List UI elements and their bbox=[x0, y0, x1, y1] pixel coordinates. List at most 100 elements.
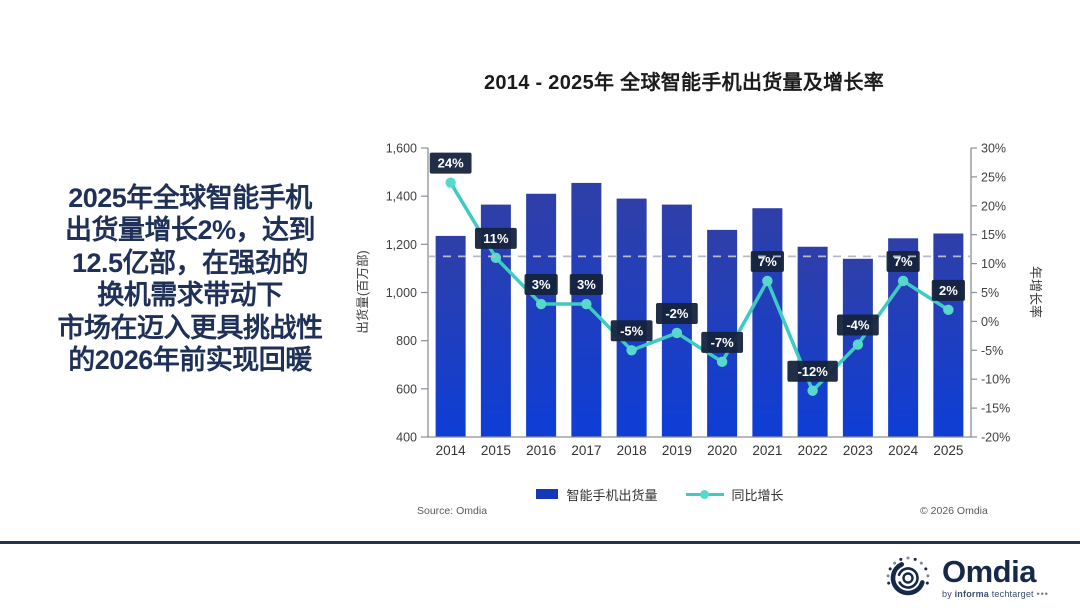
right-tick-label: 0% bbox=[981, 315, 999, 329]
x-tick-label-2014: 2014 bbox=[436, 443, 467, 458]
chart-title: 2014 - 2025年 全球智能手机出货量及增长率 bbox=[483, 72, 885, 94]
growth-label-2021: 7% bbox=[758, 254, 777, 269]
logo-dot bbox=[887, 581, 891, 585]
callout-line: 2025年全球智能手机 bbox=[68, 183, 312, 213]
x-tick-label-2024: 2024 bbox=[888, 443, 919, 458]
x-tick-label-2020: 2020 bbox=[707, 443, 737, 458]
tagline-informa: informa bbox=[954, 588, 990, 599]
omdia-wordmark: Omdia bbox=[942, 553, 1036, 589]
growth-point-2020 bbox=[716, 356, 728, 368]
growth-label-2017: 3% bbox=[577, 277, 596, 292]
growth-label-box-2022 bbox=[787, 360, 838, 382]
right-tick-label: 5% bbox=[981, 286, 999, 300]
logo-inner-ring bbox=[902, 572, 914, 584]
growth-label-2018: -5% bbox=[620, 323, 644, 338]
logo-dot bbox=[925, 581, 929, 585]
growth-label-2024: 7% bbox=[894, 254, 913, 269]
chart-legend: 智能手机出货量 同比增长 bbox=[380, 485, 940, 504]
callout-line: 出货量增长2%，达到 bbox=[64, 215, 316, 246]
growth-label-box-2023 bbox=[836, 314, 879, 336]
left-tick-label: 400 bbox=[396, 431, 417, 445]
right-tick-label: 20% bbox=[981, 199, 1006, 213]
x-tick-label-2025: 2025 bbox=[933, 443, 963, 458]
x-tick-label-2019: 2019 bbox=[662, 443, 692, 458]
x-tick-label-2018: 2018 bbox=[617, 443, 647, 458]
callout-line: 12.5亿部，在强劲的 bbox=[71, 247, 309, 278]
growth-label-2015: 11% bbox=[483, 231, 509, 246]
left-tick-label: 1,000 bbox=[386, 286, 417, 300]
right-tick-label: 10% bbox=[981, 257, 1006, 271]
logo-dot bbox=[924, 567, 928, 571]
right-tick-label: -15% bbox=[981, 402, 1010, 416]
bar-2014 bbox=[435, 235, 466, 437]
omdia-logo: Omdia by informa techtarget ••• bbox=[886, 551, 1049, 603]
logo-dot bbox=[899, 557, 903, 561]
growth-point-2024 bbox=[897, 275, 909, 287]
bar-2022 bbox=[797, 246, 828, 437]
line-swatch-marker bbox=[699, 489, 709, 499]
bar-2021 bbox=[752, 208, 783, 437]
omdia-tagline: by informa techtarget ••• bbox=[942, 589, 1049, 599]
x-tick-label-2022: 2022 bbox=[798, 443, 828, 458]
growth-point-2021 bbox=[762, 275, 773, 287]
growth-point-2019 bbox=[671, 327, 683, 339]
footer-divider bbox=[0, 541, 1080, 544]
right-tick-label: -10% bbox=[981, 373, 1010, 387]
growth-label-box-2018 bbox=[610, 320, 653, 342]
bar-2025 bbox=[933, 233, 964, 437]
chart-layers: 400 600 800 1,000 1,200 1,400 1,600 -20% -15% -10… bbox=[386, 142, 1010, 459]
growth-point-2017 bbox=[581, 298, 592, 310]
right-tick-label: 30% bbox=[981, 142, 1006, 156]
callout-text: 2025年全球智能手机 出货量增长2%，达到 12.5亿部，在强劲的 换机需求带… bbox=[26, 182, 354, 376]
combo-chart: 400 600 800 1,000 1,200 1,400 1,600 -20% -15% -10… bbox=[355, 142, 1043, 459]
growth-point-2015 bbox=[490, 252, 502, 264]
right-axis-title: 年增长率 bbox=[1028, 266, 1043, 318]
source-note: Source: Omdia bbox=[417, 505, 488, 517]
tagline-dots-icon: ••• bbox=[1036, 588, 1049, 599]
right-tick-label: -20% bbox=[981, 431, 1010, 445]
bar-series-swatch-icon bbox=[536, 489, 559, 499]
growth-label-2020: -7% bbox=[711, 335, 735, 350]
x-tick-label-2021: 2021 bbox=[752, 443, 782, 458]
x-tick-label-2016: 2016 bbox=[526, 443, 556, 458]
logo-middle-arc bbox=[897, 567, 919, 589]
growth-label-box-2014 bbox=[429, 152, 472, 174]
callout-line: 的2026年前实现回暖 bbox=[68, 344, 312, 375]
growth-label-2016: 3% bbox=[532, 277, 551, 292]
x-tick-label-2023: 2023 bbox=[843, 443, 873, 458]
growth-label-2019: -2% bbox=[665, 306, 689, 321]
tagline-by: by bbox=[942, 588, 952, 599]
left-tick-label: 800 bbox=[396, 334, 417, 348]
logo-outer-arc bbox=[890, 562, 925, 596]
line-series-swatch-icon bbox=[685, 489, 724, 499]
omdia-logo-icon bbox=[886, 556, 930, 596]
legend-item-growth: 同比增长 bbox=[685, 485, 784, 504]
growth-point-2018 bbox=[626, 345, 637, 356]
left-tick-label: 1,200 bbox=[386, 238, 417, 252]
growth-label-2023: -4% bbox=[846, 318, 870, 333]
growth-point-2022 bbox=[807, 385, 818, 396]
tagline-techtarget: techtarget bbox=[991, 588, 1034, 599]
growth-label-box-2020 bbox=[701, 331, 744, 353]
growth-label-box-2016 bbox=[524, 274, 558, 296]
growth-point-2016 bbox=[535, 298, 547, 310]
logo-dot bbox=[906, 556, 910, 560]
x-tick-label-2015: 2015 bbox=[481, 443, 511, 458]
left-tick-label: 1,400 bbox=[386, 190, 417, 204]
growth-label-box-2015 bbox=[474, 227, 517, 249]
omdia-logo-text: Omdia by informa techtarget ••• bbox=[942, 556, 1049, 599]
right-tick-label: -5% bbox=[981, 344, 1003, 358]
legend-item-shipments: 智能手机出货量 bbox=[536, 485, 658, 504]
left-tick-label: 600 bbox=[396, 382, 417, 396]
legend-label: 同比增长 bbox=[731, 487, 784, 503]
growth-label-2014: 24% bbox=[438, 156, 464, 171]
right-tick-label: 25% bbox=[981, 170, 1006, 184]
x-tick-label-2017: 2017 bbox=[571, 443, 601, 458]
legend-label: 智能手机出货量 bbox=[566, 487, 658, 503]
bar-2017 bbox=[571, 182, 602, 437]
callout-line: 市场在迈入更具挑战性 bbox=[57, 312, 324, 343]
left-tick-label: 1,600 bbox=[386, 142, 417, 156]
growth-point-2014 bbox=[445, 177, 456, 188]
logo-dot bbox=[913, 557, 917, 561]
